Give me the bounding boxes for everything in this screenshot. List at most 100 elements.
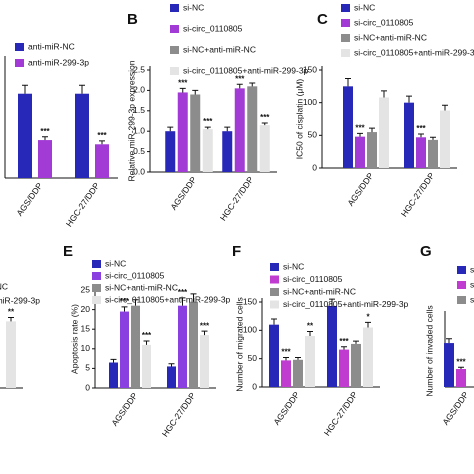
legend-label: si-circ_0110805	[183, 23, 243, 33]
legend-label: si-NC	[283, 261, 304, 271]
panel-label: C	[317, 11, 328, 28]
error-bar	[132, 299, 139, 306]
bar	[440, 110, 450, 168]
bar	[404, 102, 414, 168]
legend-swatch	[341, 4, 350, 12]
bar	[200, 335, 209, 388]
x-tick-label: AGS/DDP	[14, 180, 44, 217]
significance: ***	[203, 117, 213, 126]
error-bar	[236, 83, 243, 89]
y-tick-label: 0.0	[133, 166, 145, 176]
legend-swatch	[270, 275, 279, 284]
legend-label: si-circ_0110805+anti-miR-299-3p	[283, 299, 409, 309]
bar	[444, 343, 454, 387]
error-bar	[406, 95, 412, 103]
legend-label: si-NC+anti-miR-NC	[183, 44, 256, 54]
x-tick-label: AGS/DDP	[168, 174, 198, 211]
y-axis-label: IC50 of cisplatin (μM)	[294, 79, 304, 160]
legend-label: si-circ_0110805+anti-miR-299-3p	[105, 294, 231, 304]
bar	[339, 349, 349, 387]
legend-swatch	[270, 300, 279, 309]
bar	[6, 321, 16, 388]
panel: AGS/DDP *** HGC-27/DDP *** anti-miR-NC anti-m…	[4, 41, 118, 229]
error-bar	[224, 126, 231, 132]
error-bar	[121, 306, 128, 312]
legend-swatch	[341, 19, 350, 27]
y-tick-label: 150	[303, 64, 317, 74]
error-bar	[295, 357, 301, 360]
error-bar	[418, 133, 424, 138]
y-tick-label: 0	[85, 382, 90, 392]
error-bar	[365, 321, 371, 328]
legend-label: si-NC+anti-miR-NC	[283, 286, 356, 296]
y-tick-label: 1.0	[133, 125, 145, 135]
significance: *	[366, 313, 370, 322]
legend-swatch	[170, 25, 179, 33]
significance: ***	[355, 123, 365, 132]
bar	[177, 92, 188, 172]
legend-swatch	[92, 284, 101, 292]
error-bar	[22, 84, 28, 94]
significance: ***	[281, 348, 291, 357]
y-tick-label: 25	[81, 284, 91, 294]
y-tick-label: 2.0	[133, 85, 145, 95]
y-tick-label: 20	[81, 304, 91, 314]
bar	[142, 344, 151, 388]
x-tick-label: HGC-27/DDP	[160, 390, 198, 438]
bar	[355, 136, 365, 168]
bar	[95, 144, 109, 178]
y-axis-label: Number of migrated cells	[234, 297, 244, 391]
error-bar	[261, 122, 268, 126]
bar	[343, 86, 353, 168]
bar	[327, 305, 337, 387]
significance: ***	[339, 337, 349, 346]
error-bar	[341, 346, 347, 350]
y-tick-label: 50	[248, 353, 258, 363]
significance: ***	[235, 74, 245, 83]
bar	[363, 327, 373, 387]
x-tick-label: AGS/DDP	[271, 389, 301, 426]
legend-label: si-circ_0110805+anti-miR-299-3p	[0, 295, 40, 305]
x-tick-label: AGS/DDP	[440, 389, 470, 426]
panel-label: F	[232, 243, 241, 260]
y-tick-label: 100	[303, 97, 317, 107]
bar	[247, 86, 258, 172]
legend-swatch	[170, 67, 179, 75]
bar	[109, 362, 118, 388]
legend-swatch	[92, 296, 101, 304]
panel: ** si-NC+anti-miR-NC si-circ_0110805+anti-…	[0, 281, 40, 389]
bar	[38, 140, 52, 178]
error-bar	[110, 358, 117, 363]
legend-label: si-circ_0110805+anti-miR-299-3p	[183, 65, 309, 75]
panel-label: E	[63, 243, 73, 260]
legend-label: si-NC+anti-miR-NC	[0, 281, 8, 291]
legend-label: si-circ_0110805	[470, 279, 474, 289]
significance: ***	[416, 124, 426, 133]
error-bar	[369, 127, 375, 133]
significance: ***	[200, 321, 210, 330]
legend-label: si-circ_0110805+anti-miR-299-3p	[354, 47, 474, 57]
error-bar	[179, 297, 186, 306]
legend-swatch	[15, 59, 24, 67]
y-tick-label: 50	[308, 130, 318, 140]
legend-swatch	[457, 296, 466, 304]
y-tick-label: 0	[312, 162, 317, 172]
bar	[305, 336, 315, 387]
bar	[190, 94, 201, 172]
error-bar	[249, 82, 256, 87]
legend-label: si-NC+anti-miR-NC	[105, 282, 178, 292]
bar	[165, 131, 176, 172]
panel-label: B	[127, 11, 138, 28]
bar	[234, 88, 245, 172]
y-tick-label: 10	[81, 343, 91, 353]
significance: ***	[120, 297, 130, 306]
y-tick-label: 2.5	[133, 64, 145, 74]
bar	[178, 305, 187, 388]
error-bar	[430, 136, 436, 140]
error-bar	[271, 318, 277, 325]
legend-swatch	[92, 260, 101, 268]
legend-label: si-circ_0110805	[283, 274, 343, 284]
bar	[189, 301, 198, 388]
legend-swatch	[341, 49, 350, 57]
significance: ***	[456, 357, 466, 366]
